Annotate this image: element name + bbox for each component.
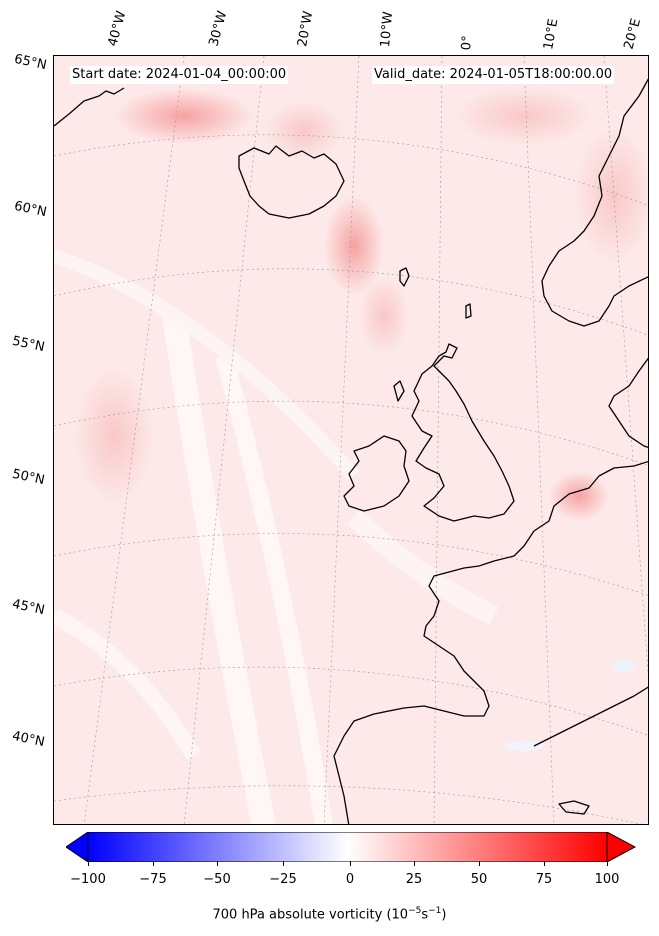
lon-label-0: 0° <box>459 34 476 51</box>
lat-label-55n: 55°N <box>10 333 46 356</box>
colorbar-label-end: ) <box>441 907 447 923</box>
colorbar-tick-label: 25 <box>405 872 423 887</box>
lon-label-20w: 20°W <box>295 10 317 49</box>
colorbar-tick-label: −25 <box>269 872 297 887</box>
colorbar-label-exp2: −1 <box>428 906 442 916</box>
colorbar-tickmark <box>350 861 351 866</box>
colorbar-bar <box>66 832 636 862</box>
lon-label-10w: 10°W <box>378 10 397 48</box>
valid-date-label: Valid_date: 2024-01-05T18:00:00.00 <box>372 66 615 84</box>
lat-label-45n: 45°N <box>10 596 46 619</box>
lon-label-10e: 10°E <box>541 17 562 52</box>
colorbar-max-extend <box>606 832 636 862</box>
colorbar-label-exp1: −5 <box>408 906 422 916</box>
colorbar-tickmark <box>414 861 415 866</box>
colorbar-tick-label: 50 <box>470 872 488 887</box>
graticule <box>54 56 648 824</box>
map-canvas <box>54 56 648 824</box>
lat-label-65n: 65°N <box>12 51 48 74</box>
colorbar-tick-label: 75 <box>535 872 553 887</box>
colorbar-tick-label: −100 <box>70 872 106 887</box>
colorbar-gradient <box>87 832 608 862</box>
colorbar-min-extend <box>66 832 89 862</box>
colorbar-tick-label: 0 <box>345 872 355 887</box>
colorbar-tickmark <box>153 861 154 866</box>
colorbar-tickmark <box>607 861 608 866</box>
vorticity-shading <box>54 56 648 824</box>
lon-label-30w: 30°W <box>206 9 231 48</box>
lon-label-40w: 40°W <box>105 9 130 48</box>
colorbar-tickmark <box>217 861 218 866</box>
map-panel <box>53 55 649 825</box>
colorbar-tickmark <box>479 861 480 866</box>
lat-label-50n: 50°N <box>10 466 46 489</box>
lat-label-60n: 60°N <box>12 198 48 221</box>
colorbar-tickmark <box>88 861 89 866</box>
colorbar-tick-label: −50 <box>203 872 231 887</box>
colorbar-tickmark <box>544 861 545 866</box>
colorbar-tickmark <box>283 861 284 866</box>
coastlines <box>54 78 648 824</box>
colorbar-label: 700 hPa absolute vorticity (10−5s−1) <box>0 906 659 922</box>
colorbar-tick-label: −75 <box>139 872 167 887</box>
colorbar-label-text: 700 hPa absolute vorticity (10 <box>212 907 409 923</box>
colorbar-tick-label: 100 <box>594 872 620 887</box>
start-date-label: Start date: 2024-01-04_00:00:00 <box>70 66 289 84</box>
lon-label-20e: 20°E <box>621 16 645 51</box>
lat-label-40n: 40°N <box>10 728 46 751</box>
colorbar-label-mid: s <box>421 907 429 923</box>
